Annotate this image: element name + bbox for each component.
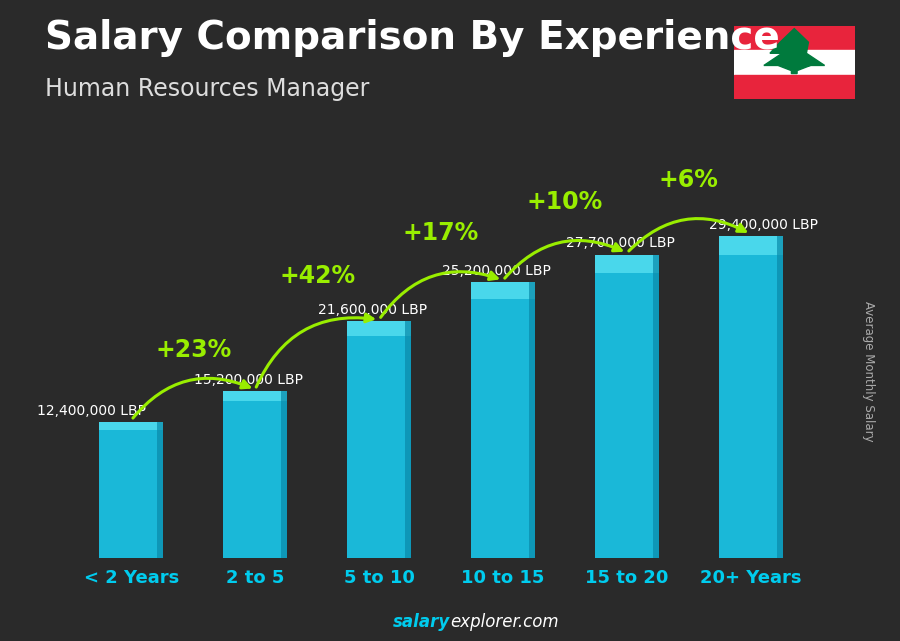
Text: +17%: +17% [403, 221, 479, 245]
Bar [346, 322, 411, 336]
Text: 15,200,000 LBP: 15,200,000 LBP [194, 373, 303, 387]
Text: salary: salary [392, 613, 450, 631]
Text: +6%: +6% [659, 167, 719, 192]
Text: 25,200,000 LBP: 25,200,000 LBP [442, 263, 551, 278]
Text: +23%: +23% [155, 338, 231, 362]
Text: +42%: +42% [279, 264, 356, 288]
Text: Salary Comparison By Experience: Salary Comparison By Experience [45, 19, 779, 57]
Bar [718, 236, 783, 256]
FancyBboxPatch shape [223, 392, 287, 558]
Bar [734, 26, 855, 50]
Bar [595, 254, 659, 273]
Text: Average Monthly Salary: Average Monthly Salary [862, 301, 875, 442]
Polygon shape [764, 29, 824, 74]
Text: explorer.com: explorer.com [450, 613, 559, 631]
Text: 12,400,000 LBP: 12,400,000 LBP [37, 404, 146, 418]
Bar [471, 282, 536, 299]
Text: Human Resources Manager: Human Resources Manager [45, 77, 369, 101]
Bar [528, 282, 536, 558]
Bar [405, 322, 411, 558]
Bar [734, 50, 855, 75]
FancyBboxPatch shape [718, 236, 783, 558]
FancyBboxPatch shape [346, 322, 411, 558]
Bar [281, 392, 287, 558]
FancyBboxPatch shape [471, 282, 536, 558]
Bar [652, 254, 659, 558]
Text: 21,600,000 LBP: 21,600,000 LBP [319, 303, 427, 317]
Bar [777, 236, 783, 558]
Text: +10%: +10% [526, 190, 603, 214]
FancyBboxPatch shape [99, 422, 164, 558]
Text: 29,400,000 LBP: 29,400,000 LBP [708, 218, 818, 232]
Bar [734, 75, 855, 99]
FancyBboxPatch shape [595, 254, 659, 558]
Text: 27,700,000 LBP: 27,700,000 LBP [566, 237, 675, 251]
Bar [223, 392, 287, 401]
Bar [157, 422, 164, 558]
Bar [99, 422, 164, 430]
